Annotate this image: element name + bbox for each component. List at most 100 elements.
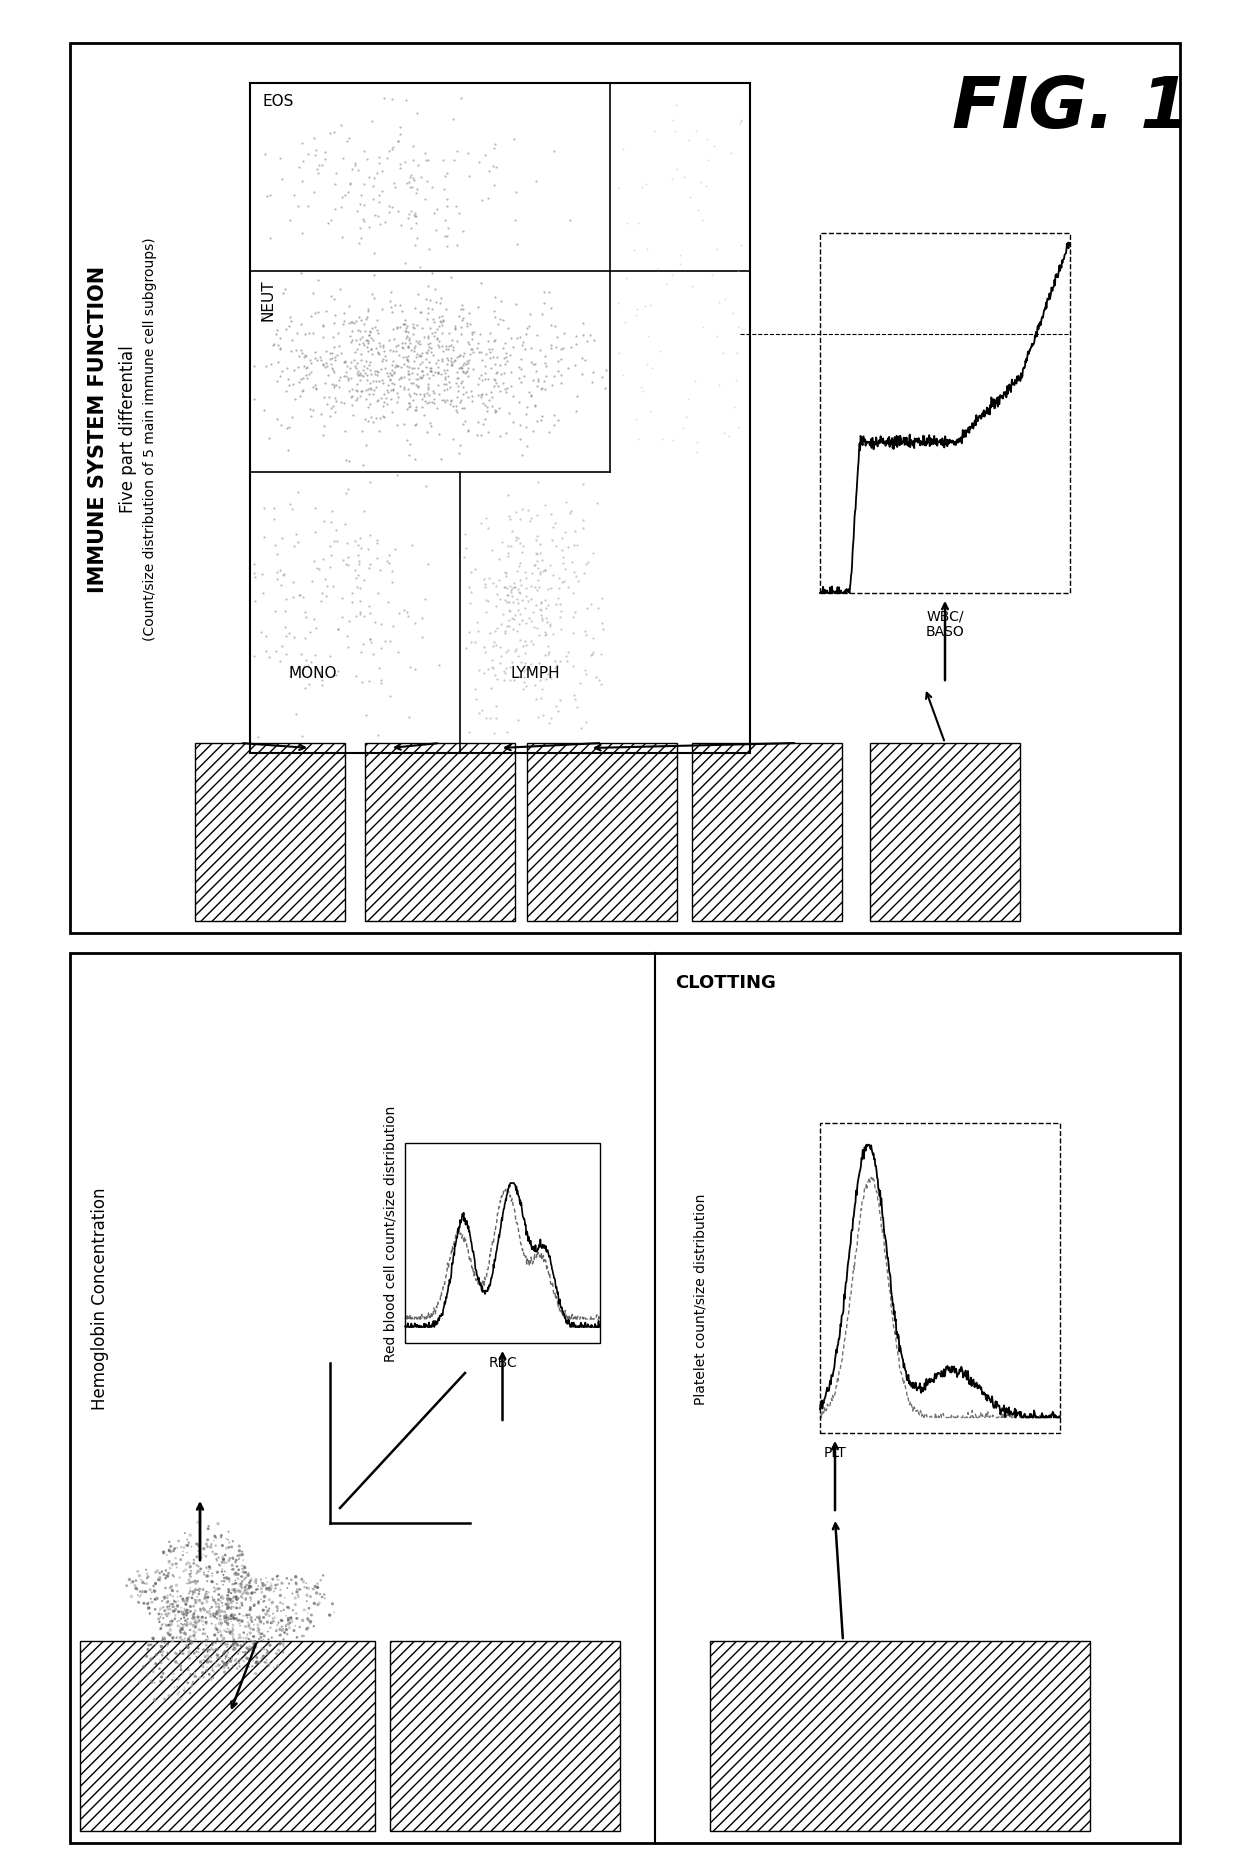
Point (246, 1568, 265, 1598)
Point (221, 1618, 241, 1648)
Point (408, 373, 428, 403)
Point (730, 230, 750, 260)
Point (221, 1579, 241, 1609)
Point (405, 332, 425, 361)
Point (291, 721, 311, 751)
Point (206, 1530, 226, 1560)
Point (238, 1607, 258, 1637)
Point (459, 347, 479, 376)
Point (475, 405, 495, 435)
Point (397, 322, 417, 352)
Point (160, 1615, 180, 1644)
Point (379, 191, 399, 221)
Point (279, 1594, 299, 1624)
Point (490, 421, 510, 451)
Point (422, 354, 441, 384)
Point (346, 354, 366, 384)
Point (248, 1613, 268, 1643)
Point (237, 1579, 257, 1609)
Point (242, 1635, 262, 1665)
Point (186, 1611, 206, 1641)
Point (386, 332, 405, 361)
Point (218, 1588, 238, 1618)
Point (141, 1585, 161, 1615)
Point (280, 303, 300, 333)
Bar (711, 1641, 1090, 1832)
Point (201, 1601, 221, 1631)
Point (151, 1594, 171, 1624)
Point (156, 1540, 176, 1570)
Point (505, 605, 525, 635)
Point (342, 579, 362, 609)
Point (144, 1686, 164, 1716)
Point (448, 343, 467, 373)
Point (316, 348, 336, 378)
Point (353, 137, 373, 167)
Point (145, 1570, 165, 1600)
Point (197, 1532, 217, 1562)
Point (358, 406, 378, 436)
Point (319, 361, 339, 391)
Point (278, 1592, 298, 1622)
Point (472, 347, 492, 376)
Point (356, 347, 376, 376)
Point (428, 360, 448, 390)
Point (215, 1564, 234, 1594)
Point (347, 155, 367, 185)
Point (207, 1543, 227, 1573)
Point (353, 208, 373, 238)
Point (427, 315, 446, 345)
Point (278, 1605, 298, 1635)
Point (145, 1570, 165, 1600)
Point (425, 275, 445, 305)
Point (361, 521, 381, 551)
Point (143, 1654, 162, 1684)
Point (277, 1611, 296, 1641)
Point (485, 170, 505, 200)
Point (533, 701, 553, 730)
Point (270, 1575, 290, 1605)
Point (588, 594, 608, 624)
Point (275, 275, 295, 305)
Point (404, 165, 424, 195)
Point (551, 614, 570, 644)
Point (193, 1652, 213, 1682)
Point (187, 1508, 207, 1538)
Point (383, 611, 403, 641)
Point (516, 399, 536, 429)
Point (216, 1590, 236, 1620)
Point (331, 111, 351, 140)
Point (262, 1622, 281, 1652)
Point (441, 345, 461, 375)
Point (443, 335, 463, 365)
Point (527, 406, 547, 436)
Point (360, 320, 379, 350)
Point (270, 361, 290, 391)
Point (583, 538, 603, 568)
Point (280, 206, 300, 236)
Point (227, 1583, 247, 1613)
Point (554, 568, 574, 597)
Point (215, 1556, 234, 1586)
Point (486, 129, 506, 159)
Point (441, 262, 461, 292)
Point (401, 214, 420, 243)
Point (208, 1585, 228, 1615)
Point (258, 1607, 278, 1637)
Point (516, 654, 536, 684)
Point (532, 590, 552, 620)
Point (687, 427, 707, 457)
Point (233, 1556, 253, 1586)
Point (481, 376, 501, 406)
Point (171, 1637, 191, 1667)
Point (546, 646, 565, 676)
Point (398, 601, 418, 631)
Point (507, 230, 527, 260)
Point (223, 1630, 243, 1659)
Point (167, 1532, 187, 1562)
Point (200, 1553, 219, 1583)
Point (465, 554, 485, 584)
Point (197, 1553, 217, 1583)
Point (419, 348, 439, 378)
Point (501, 358, 521, 388)
